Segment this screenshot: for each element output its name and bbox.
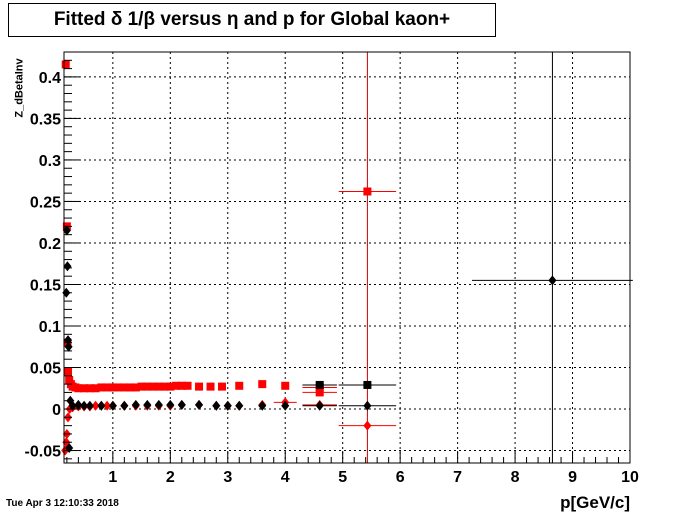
diamond-marker — [363, 420, 372, 431]
x-tick-labels: 1 2 3 4 5 6 7 8 9 10 — [108, 469, 639, 486]
square-marker — [149, 382, 158, 391]
square-marker — [61, 60, 70, 69]
y-tick-labels: -0.05 0 0.05 0.1 0.15 0.2 0.25 0.3 0.35 0.4 — [25, 70, 62, 461]
diamond-marker — [62, 225, 71, 236]
square-marker — [206, 382, 215, 391]
square-marker — [183, 381, 192, 390]
square-marker — [65, 375, 74, 384]
x-axis-label: p[GeV/c] — [560, 493, 630, 512]
x-tick-label: 4 — [281, 469, 290, 486]
diamond-marker — [108, 400, 117, 411]
square-marker — [114, 383, 123, 392]
diamond-marker — [154, 399, 163, 410]
y-tick-label: 0.15 — [30, 277, 61, 294]
diamond-marker — [91, 400, 100, 411]
square-marker — [258, 380, 267, 389]
diamond-marker — [177, 399, 186, 410]
y-tick-label: 0.35 — [30, 111, 61, 128]
x-tick-label: 3 — [223, 469, 232, 486]
square-marker — [172, 381, 181, 390]
diamond-marker — [195, 399, 204, 410]
square-marker — [281, 381, 290, 390]
square-marker — [315, 388, 324, 397]
chart-title: Fitted δ 1/β versus η and p for Global k… — [8, 3, 496, 37]
square-marker — [137, 382, 146, 391]
diamond-marker — [68, 400, 77, 411]
square-marker — [97, 383, 106, 392]
diamond-marker — [235, 400, 244, 411]
diamond-marker — [97, 400, 106, 411]
diamond-marker — [143, 399, 152, 410]
square-marker — [131, 383, 140, 392]
y-tick-label: 0 — [52, 402, 61, 419]
y-tick-label: 0.3 — [39, 153, 61, 170]
diamond-marker — [166, 399, 175, 410]
square-marker — [126, 383, 135, 392]
square-marker — [85, 384, 94, 393]
data-points — [61, 60, 633, 456]
diamond-marker — [281, 400, 290, 411]
diamond-marker — [131, 399, 140, 410]
y-tick-label: 0.05 — [30, 361, 61, 378]
diamond-marker — [120, 400, 129, 411]
x-tick-label: 8 — [511, 469, 520, 486]
x-tick-label: 1 — [108, 469, 117, 486]
diamond-marker — [223, 400, 232, 411]
diamond-marker — [80, 400, 89, 411]
square-marker — [103, 383, 112, 392]
diamond-marker — [74, 399, 83, 410]
square-marker — [235, 381, 244, 390]
diamond-marker — [315, 400, 324, 411]
x-tick-label: 9 — [568, 469, 577, 486]
diamond-marker — [258, 400, 267, 411]
square-marker — [315, 380, 324, 389]
y-tick-label: 0.4 — [39, 70, 61, 87]
square-marker — [160, 382, 169, 391]
square-marker — [363, 380, 372, 389]
y-tick-label: 0.2 — [39, 236, 61, 253]
x-tick-label: 6 — [396, 469, 405, 486]
plot-frame — [63, 51, 631, 464]
diamond-marker — [103, 400, 112, 411]
square-marker — [177, 381, 186, 390]
diamond-marker — [548, 275, 557, 286]
square-marker — [80, 384, 89, 393]
square-marker — [143, 382, 152, 391]
square-marker — [91, 384, 100, 393]
square-marker — [363, 187, 372, 196]
y-tick-label: 0.1 — [39, 319, 61, 336]
square-marker — [166, 382, 175, 391]
x-tick-label: 2 — [166, 469, 175, 486]
grid — [64, 52, 631, 463]
vertical-lines — [366, 52, 553, 463]
timestamp: Tue Apr 3 12:10:33 2018 — [6, 498, 119, 509]
square-marker — [64, 367, 73, 376]
diamond-marker — [63, 261, 72, 272]
square-marker — [195, 382, 204, 391]
diamond-marker — [363, 400, 372, 411]
y-tick-label: -0.05 — [25, 444, 62, 461]
x-tick-label: 10 — [621, 469, 639, 486]
y-tick-label: 0.25 — [30, 194, 61, 211]
square-marker — [218, 382, 227, 391]
x-tick-label: 5 — [338, 469, 347, 486]
axis-ticks — [64, 59, 631, 463]
diamond-marker — [212, 400, 221, 411]
x-tick-label: 7 — [453, 469, 462, 486]
square-marker — [108, 383, 117, 392]
diamond-marker — [85, 400, 94, 411]
diamond-marker — [64, 341, 73, 352]
square-marker — [74, 384, 83, 393]
square-marker — [120, 383, 129, 392]
square-marker — [154, 382, 163, 391]
